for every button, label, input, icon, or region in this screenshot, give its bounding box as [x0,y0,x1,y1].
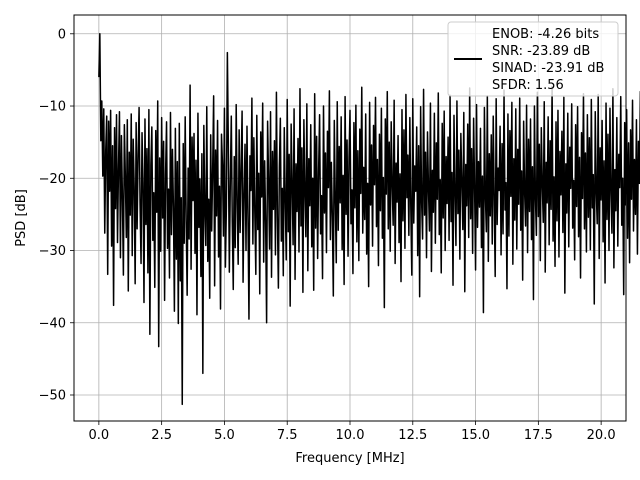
y-tick-label: −20 [39,172,66,187]
x-tick-label: 2.5 [151,428,172,443]
y-tick-label: −40 [39,316,66,331]
series-group [98,33,640,406]
y-tick-label: −30 [39,244,66,259]
y-axis-ticks: 0 −10 −20 −30 −40 −50 [39,27,74,403]
x-tick-label: 10.0 [336,428,365,443]
x-tick-label: 0.0 [89,428,110,443]
y-tick-label: −50 [39,388,66,403]
y-tick-label: −10 [39,100,66,115]
x-axis-ticks: 0.0 2.5 5.0 7.5 10.0 12.5 15.0 17.5 20.0 [89,421,616,443]
y-axis-label: PSD [dB] [14,189,29,247]
legend-line-snr: SNR: -23.89 dB [492,44,590,59]
legend-line-sfdr: SFDR: 1.56 [492,78,564,93]
x-axis-label: Frequency [MHz] [295,451,404,466]
x-tick-label: 7.5 [277,428,298,443]
x-tick-label: 5.0 [214,428,235,443]
psd-series-line [98,33,640,406]
legend: ENOB: -4.26 bits SNR: -23.89 dB SINAD: -… [447,21,619,97]
x-tick-label: 12.5 [398,428,427,443]
legend-box [447,21,619,97]
x-tick-label: 15.0 [461,428,490,443]
x-tick-label: 17.5 [524,428,553,443]
x-tick-label: 20.0 [587,428,616,443]
legend-line-sinad: SINAD: -23.91 dB [492,61,604,76]
y-tick-label: 0 [58,27,66,42]
legend-line-enob: ENOB: -4.26 bits [492,27,599,42]
